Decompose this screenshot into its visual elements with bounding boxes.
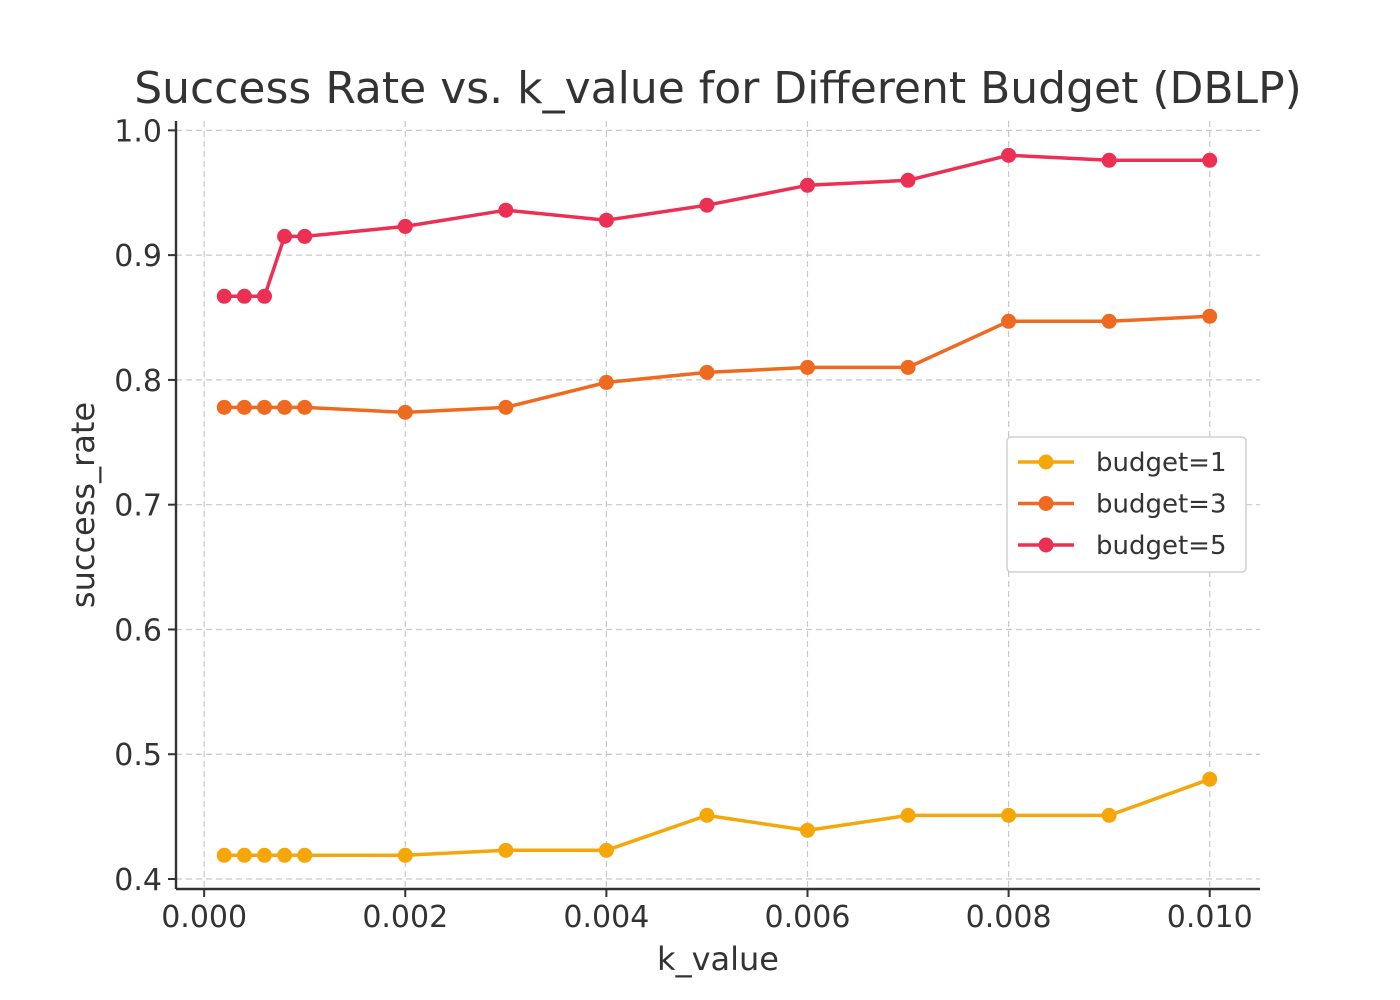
data-point xyxy=(1001,147,1017,163)
legend-item: budget=5 xyxy=(1018,531,1227,561)
data-series xyxy=(216,147,1218,863)
x-tick-label: 0.000 xyxy=(161,900,247,935)
data-point xyxy=(1101,152,1117,168)
legend-label: budget=1 xyxy=(1096,448,1227,478)
data-point xyxy=(1101,313,1117,329)
data-point xyxy=(297,228,313,244)
data-point xyxy=(216,288,232,304)
data-point xyxy=(397,218,413,234)
legend-label: budget=5 xyxy=(1096,531,1227,561)
data-point xyxy=(236,399,252,415)
series-line xyxy=(222,314,1212,415)
x-tick-label: 0.010 xyxy=(1167,900,1253,935)
x-tick-label: 0.008 xyxy=(966,900,1052,935)
series-line xyxy=(222,153,1212,299)
y-tick-label: 0.6 xyxy=(114,613,162,648)
data-point xyxy=(1202,308,1218,324)
axis-ticks: 0.000 0.002 0.004 0.006 0.008 0.010 0.4 0.5 0.6 0… xyxy=(114,114,1252,935)
legend-swatch-marker xyxy=(1038,496,1054,511)
y-tick-label: 0.9 xyxy=(114,239,162,274)
data-point xyxy=(799,822,815,838)
data-point xyxy=(900,172,916,188)
data-point xyxy=(397,847,413,863)
x-tick-label: 0.002 xyxy=(362,900,448,935)
x-tick-label: 0.004 xyxy=(563,900,649,935)
data-point xyxy=(1001,807,1017,823)
data-point xyxy=(598,212,614,228)
series-budget-3 xyxy=(216,308,1218,420)
data-point xyxy=(236,847,252,863)
data-point xyxy=(256,399,272,415)
y-tick-label: 0.4 xyxy=(114,863,162,898)
legend-item: budget=3 xyxy=(1018,490,1227,520)
data-point xyxy=(277,228,293,244)
data-point xyxy=(216,399,232,415)
data-point xyxy=(699,807,715,823)
data-point xyxy=(699,364,715,380)
x-tick-label: 0.006 xyxy=(765,900,851,935)
data-point xyxy=(1202,152,1218,168)
data-point xyxy=(277,399,293,415)
data-point xyxy=(900,359,916,375)
data-point xyxy=(598,842,614,858)
data-point xyxy=(277,847,293,863)
data-point xyxy=(498,399,514,415)
y-tick-label: 1.0 xyxy=(114,114,162,149)
gridlines xyxy=(176,121,1260,889)
data-point xyxy=(256,847,272,863)
legend: budget=1 budget=3 budget=5 xyxy=(1006,436,1247,573)
data-point xyxy=(498,842,514,858)
data-point xyxy=(598,374,614,390)
series-budget-5 xyxy=(216,147,1218,304)
data-point xyxy=(799,177,815,193)
series-budget-1 xyxy=(216,771,1218,863)
data-point xyxy=(236,288,252,304)
data-point xyxy=(1001,313,1017,329)
data-point xyxy=(900,807,916,823)
data-point xyxy=(397,404,413,420)
data-point xyxy=(1101,807,1117,823)
data-point xyxy=(498,202,514,218)
data-point xyxy=(297,399,313,415)
data-point xyxy=(256,288,272,304)
data-point xyxy=(799,359,815,375)
data-point xyxy=(1202,771,1218,787)
data-point xyxy=(297,847,313,863)
y-axis-label: success_rate xyxy=(64,402,102,608)
y-tick-label: 0.8 xyxy=(114,364,162,399)
legend-box xyxy=(1006,436,1247,573)
legend-item: budget=1 xyxy=(1018,448,1227,478)
legend-swatch-marker xyxy=(1038,537,1054,553)
data-point xyxy=(699,197,715,213)
y-tick-label: 0.7 xyxy=(114,489,162,524)
legend-label: budget=3 xyxy=(1096,490,1227,520)
data-point xyxy=(216,847,232,863)
chart-title: Success Rate vs. k_value for Different B… xyxy=(134,63,1302,114)
series-line xyxy=(222,777,1212,858)
y-tick-label: 0.5 xyxy=(114,738,162,773)
x-axis-label: k_value xyxy=(657,940,779,978)
legend-swatch-marker xyxy=(1038,454,1054,470)
